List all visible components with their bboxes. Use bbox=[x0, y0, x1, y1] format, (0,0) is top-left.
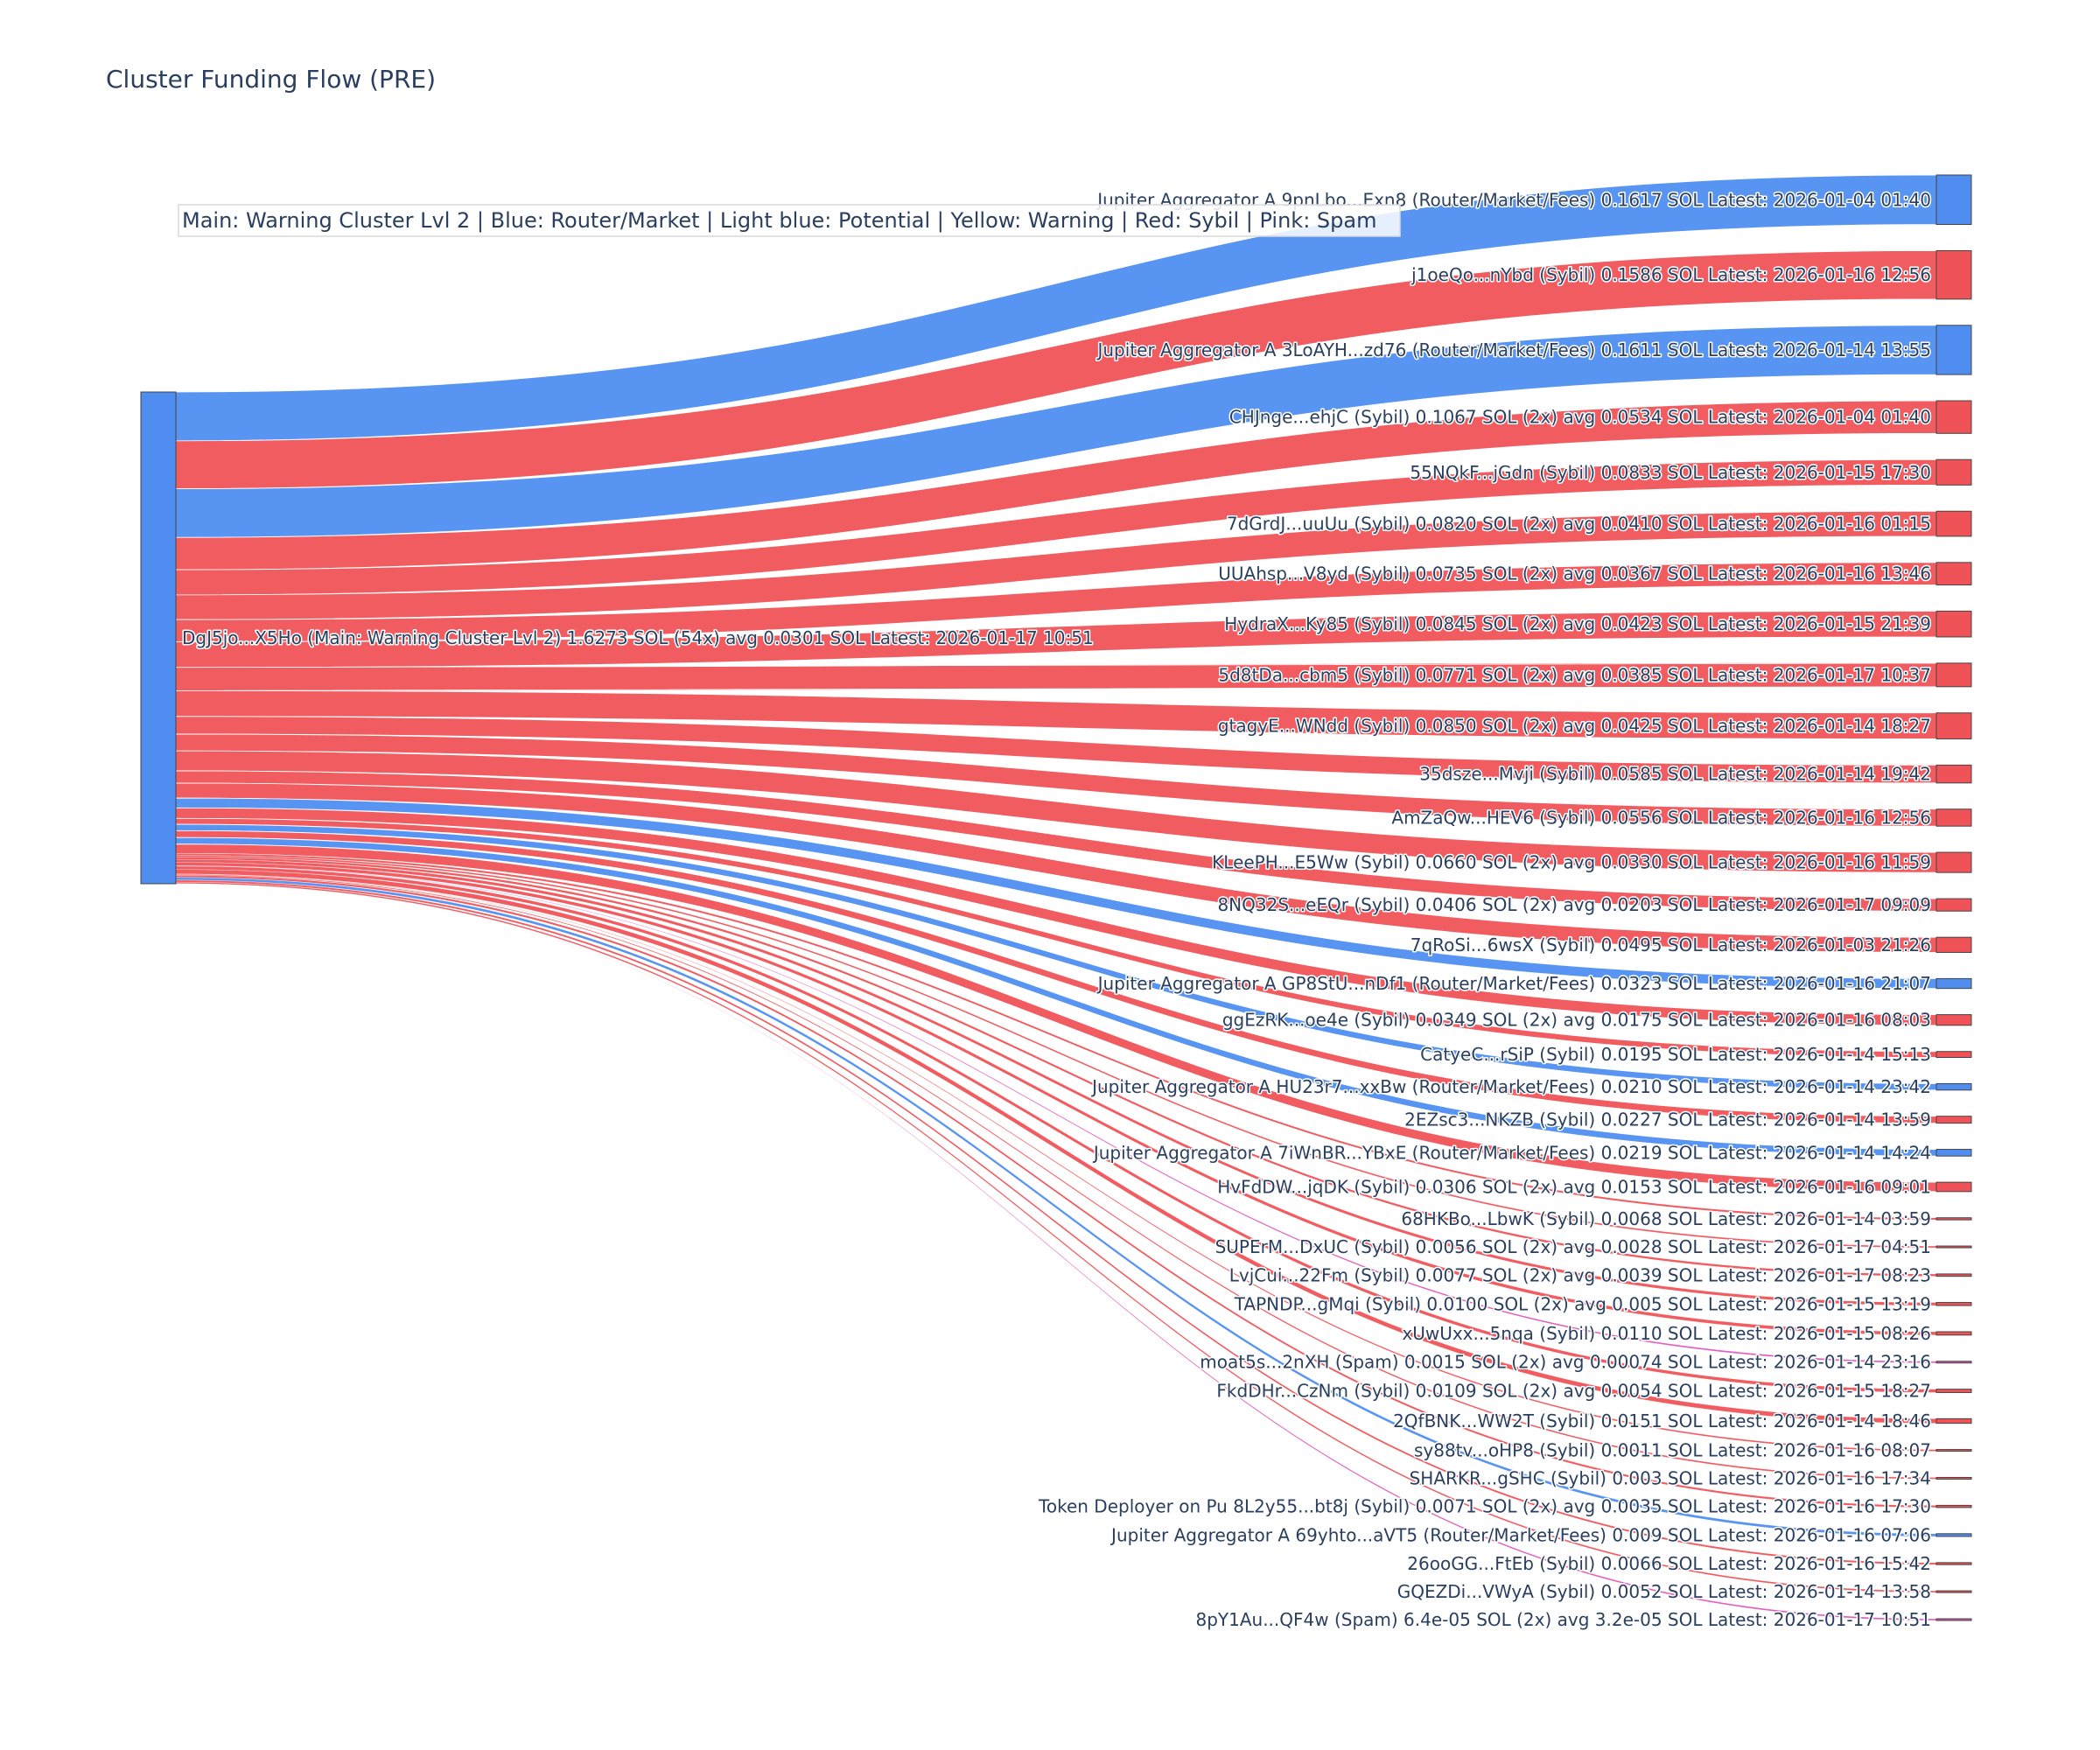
target-node bbox=[1936, 1014, 1972, 1026]
target-node-label: CatyeC...rSiP (Sybil) 0.0195 SOL Latest:… bbox=[1420, 1044, 1931, 1065]
target-node-label: sy88tv...oHP8 (Sybil) 0.0011 SOL Latest:… bbox=[1414, 1440, 1931, 1461]
target-node-label: xUwUxx...5nqa (Sybil) 0.0110 SOL Latest:… bbox=[1402, 1323, 1931, 1344]
target-node bbox=[1936, 851, 1972, 873]
target-node-label: Jupiter Aggregator A 7iWnBR...YBxE (Rout… bbox=[1092, 1142, 1931, 1163]
target-node bbox=[1936, 898, 1972, 912]
target-node-label: SHARKR...gSHC (Sybil) 0.003 SOL Latest: … bbox=[1410, 1467, 1931, 1488]
legend-text: Main: Warning Cluster Lvl 2 | Blue: Rout… bbox=[182, 208, 1376, 233]
target-node bbox=[1936, 1590, 1972, 1593]
target-node bbox=[1936, 510, 1972, 537]
target-node bbox=[1936, 808, 1972, 827]
legend-note: Main: Warning Cluster Lvl 2 | Blue: Rout… bbox=[178, 204, 1401, 237]
target-node bbox=[1936, 977, 1972, 990]
target-node bbox=[1936, 662, 1972, 688]
target-node bbox=[1936, 1618, 1972, 1621]
target-node-label: TAPNDP...gMqi (Sybil) 0.0100 SOL (2x) av… bbox=[1234, 1293, 1931, 1314]
target-node bbox=[1936, 1082, 1972, 1091]
target-node bbox=[1936, 1504, 1972, 1508]
legend-box bbox=[178, 204, 1401, 237]
target-node-label: HydraX...Ky85 (Sybil) 0.0845 SOL (2x) av… bbox=[1224, 613, 1931, 634]
target-node-label: 8pY1Au...QF4w (Spam) 6.4e-05 SOL (2x) av… bbox=[1195, 1609, 1931, 1630]
target-node-label: LvjCui...22Fm (Sybil) 0.0077 SOL (2x) av… bbox=[1229, 1264, 1931, 1285]
target-node-label: Jupiter Aggregator A GP8StU...nDf1 (Rout… bbox=[1096, 973, 1931, 994]
target-node bbox=[1936, 1116, 1972, 1124]
chart-title: Cluster Funding Flow (PRE) bbox=[106, 65, 436, 94]
target-node-label: SUPErM...DxUC (Sybil) 0.0056 SOL (2x) av… bbox=[1215, 1236, 1931, 1257]
target-node bbox=[1936, 400, 1972, 434]
target-node-label: CHJnge...ehjC (Sybil) 0.1067 SOL (2x) av… bbox=[1229, 407, 1931, 428]
target-node-label: 26ooGG...FtEb (Sybil) 0.0066 SOL Latest:… bbox=[1407, 1553, 1931, 1574]
target-node-label: 35dsze...Mvji (Sybil) 0.0585 SOL Latest:… bbox=[1419, 764, 1931, 785]
source-node-label: DgJ5jo...X5Ho (Main: Warning Cluster Lvl… bbox=[182, 627, 1094, 648]
target-node-label: Jupiter Aggregator A 69yhto...aVT5 (Rout… bbox=[1110, 1524, 1931, 1545]
target-node-label: HvFdDW...jqDK (Sybil) 0.0306 SOL (2x) av… bbox=[1217, 1176, 1931, 1197]
target-node bbox=[1936, 1217, 1972, 1221]
target-node-label: 8NQ32S...eEQr (Sybil) 0.0406 SOL (2x) av… bbox=[1217, 894, 1931, 915]
target-node bbox=[1936, 1245, 1972, 1249]
target-node-label: UUAhsp...V8yd (Sybil) 0.0735 SOL (2x) av… bbox=[1218, 564, 1931, 584]
target-node-label: Jupiter Aggregator A HU23r7...xxBw (Rout… bbox=[1090, 1076, 1931, 1097]
target-node bbox=[1936, 1389, 1972, 1393]
target-node-label: Token Deployer on Pu 8L2y55...bt8j (Sybi… bbox=[1038, 1496, 1931, 1517]
target-node bbox=[1936, 1302, 1972, 1306]
target-node bbox=[1936, 174, 1972, 226]
nodes-layer bbox=[140, 174, 1972, 1621]
target-node bbox=[1936, 562, 1972, 586]
target-node bbox=[1936, 764, 1972, 784]
target-node-label: Jupiter Aggregator A 3LoAYH...zd76 (Rout… bbox=[1096, 340, 1931, 360]
target-node bbox=[1936, 1449, 1972, 1452]
target-node-label: 68HKBo...LbwK (Sybil) 0.0068 SOL Latest:… bbox=[1401, 1208, 1931, 1229]
labels-layer: DgJ5jo...X5Ho (Main: Warning Cluster Lvl… bbox=[181, 188, 1933, 1632]
target-node bbox=[1936, 1361, 1972, 1364]
target-node-label: 7dGrdJ...uuUu (Sybil) 0.0820 SOL (2x) av… bbox=[1227, 514, 1931, 535]
target-node bbox=[1936, 1181, 1972, 1193]
target-node-label: 2EZsc3...NKZB (Sybil) 0.0227 SOL Latest:… bbox=[1404, 1110, 1931, 1130]
target-node bbox=[1936, 1051, 1972, 1059]
target-node bbox=[1936, 1476, 1972, 1480]
target-node bbox=[1936, 458, 1972, 486]
source-node bbox=[140, 391, 177, 885]
target-node-label: AmZaQw...HEV6 (Sybil) 0.0556 SOL Latest:… bbox=[1391, 807, 1931, 828]
target-node bbox=[1936, 1562, 1972, 1565]
target-node-label: 55NQkF...jGdn (Sybil) 0.0833 SOL Latest:… bbox=[1410, 462, 1931, 483]
target-node bbox=[1936, 1533, 1972, 1537]
target-node bbox=[1936, 1418, 1972, 1424]
target-node-label: gtagyE...WNdd (Sybil) 0.0850 SOL (2x) av… bbox=[1218, 716, 1931, 737]
target-node-label: FkdDHr...CzNm (Sybil) 0.0109 SOL (2x) av… bbox=[1216, 1381, 1931, 1402]
target-node bbox=[1936, 249, 1972, 300]
target-node-label: 7qRoSi...6wsX (Sybil) 0.0495 SOL Latest:… bbox=[1410, 934, 1931, 956]
target-node-label: j1oeQo...nYbd (Sybil) 0.1586 SOL Latest:… bbox=[1410, 264, 1931, 285]
target-node bbox=[1936, 712, 1972, 739]
target-node bbox=[1936, 325, 1972, 375]
target-node bbox=[1936, 1149, 1972, 1157]
target-node bbox=[1936, 610, 1972, 638]
target-node bbox=[1936, 1273, 1972, 1278]
target-node-label: KLeePH...E5Ww (Sybil) 0.0660 SOL (2x) av… bbox=[1212, 852, 1931, 873]
target-node-label: GQEZDi...VWyA (Sybil) 0.0052 SOL Latest:… bbox=[1397, 1581, 1931, 1602]
target-node-label: ggEzRK...oe4e (Sybil) 0.0349 SOL (2x) av… bbox=[1222, 1010, 1931, 1031]
target-node-label: moat5s...2nXH (Spam) 0.0015 SOL (2x) avg… bbox=[1200, 1352, 1931, 1373]
target-node-label: 2QfBNK...WW2T (Sybil) 0.0151 SOL Latest:… bbox=[1393, 1410, 1931, 1432]
links-layer bbox=[175, 174, 1937, 1621]
target-node bbox=[1936, 936, 1972, 953]
target-node bbox=[1936, 1331, 1972, 1336]
target-node-label: 5d8tDa...cbm5 (Sybil) 0.0771 SOL (2x) av… bbox=[1218, 664, 1931, 685]
